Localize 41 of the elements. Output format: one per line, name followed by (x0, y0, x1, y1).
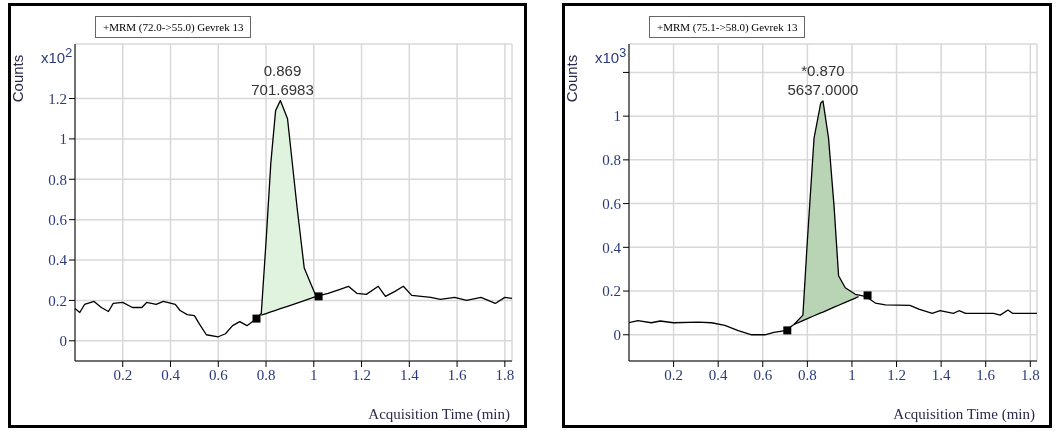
x-tick-label: 1 (848, 366, 856, 383)
y-tick-label: 0.6 (602, 195, 622, 212)
x-tick-label: 0.2 (113, 366, 133, 383)
chart-title: +MRM (72.0->55.0) Gevrek 13 (95, 16, 252, 38)
x-tick-label: 1.6 (447, 366, 467, 383)
y-tick-label: 0.8 (602, 152, 621, 169)
x-tick-label: 0.6 (208, 366, 229, 383)
annotation: *0.870 5637.0000 (787, 61, 859, 98)
y-tick-label: 1 (59, 131, 67, 148)
x-tick-label: 0.2 (664, 366, 683, 383)
x-tick-label: 1.8 (495, 366, 515, 383)
y-tick-label: 0.6 (48, 211, 68, 228)
x-tick-label: 1.4 (931, 366, 952, 383)
y-tick-label: 0.2 (602, 283, 621, 300)
text: x10$^{3}$ (595, 46, 627, 66)
x-tick-label: 1 (310, 366, 318, 383)
x-tick-label: 1.6 (976, 366, 996, 383)
y-axis-title: Counts (562, 53, 580, 105)
y-axis-title: Counts (8, 53, 26, 105)
y-tick-label: 0.2 (48, 292, 67, 309)
text: x10$^{2}$ (41, 46, 73, 66)
x-tick-label: 1.2 (887, 366, 906, 383)
y-tick-label: 1.2 (48, 90, 67, 107)
x-axis-title: Acquisition Time (min) (368, 406, 510, 423)
chart-title: +MRM (75.1->58.0) Gevrek 13 (649, 16, 806, 38)
x-tick-label: 0.4 (708, 366, 729, 383)
y-tick-label: 0.8 (48, 171, 67, 188)
y-tick-label: 0 (59, 333, 67, 350)
y-tick-label: 1 (613, 108, 621, 125)
y-tick-label: 0.4 (48, 252, 68, 269)
y-tick-label: 0.4 (602, 239, 622, 256)
x-tick-label: 0.8 (797, 366, 817, 383)
x-tick-label: 1.4 (399, 366, 420, 383)
x-tick-label: 1.2 (352, 366, 371, 383)
x-tick-label: 1.8 (1020, 366, 1040, 383)
x-tick-label: 0.4 (161, 366, 181, 383)
y-tick-label: 0 (613, 327, 621, 344)
x-tick-label: 0.6 (753, 366, 773, 383)
x-axis-title: Acquisition Time (min) (893, 406, 1035, 423)
annotation: 0.869 701.6983 (251, 61, 314, 98)
x-tick-label: 0.8 (256, 366, 276, 383)
